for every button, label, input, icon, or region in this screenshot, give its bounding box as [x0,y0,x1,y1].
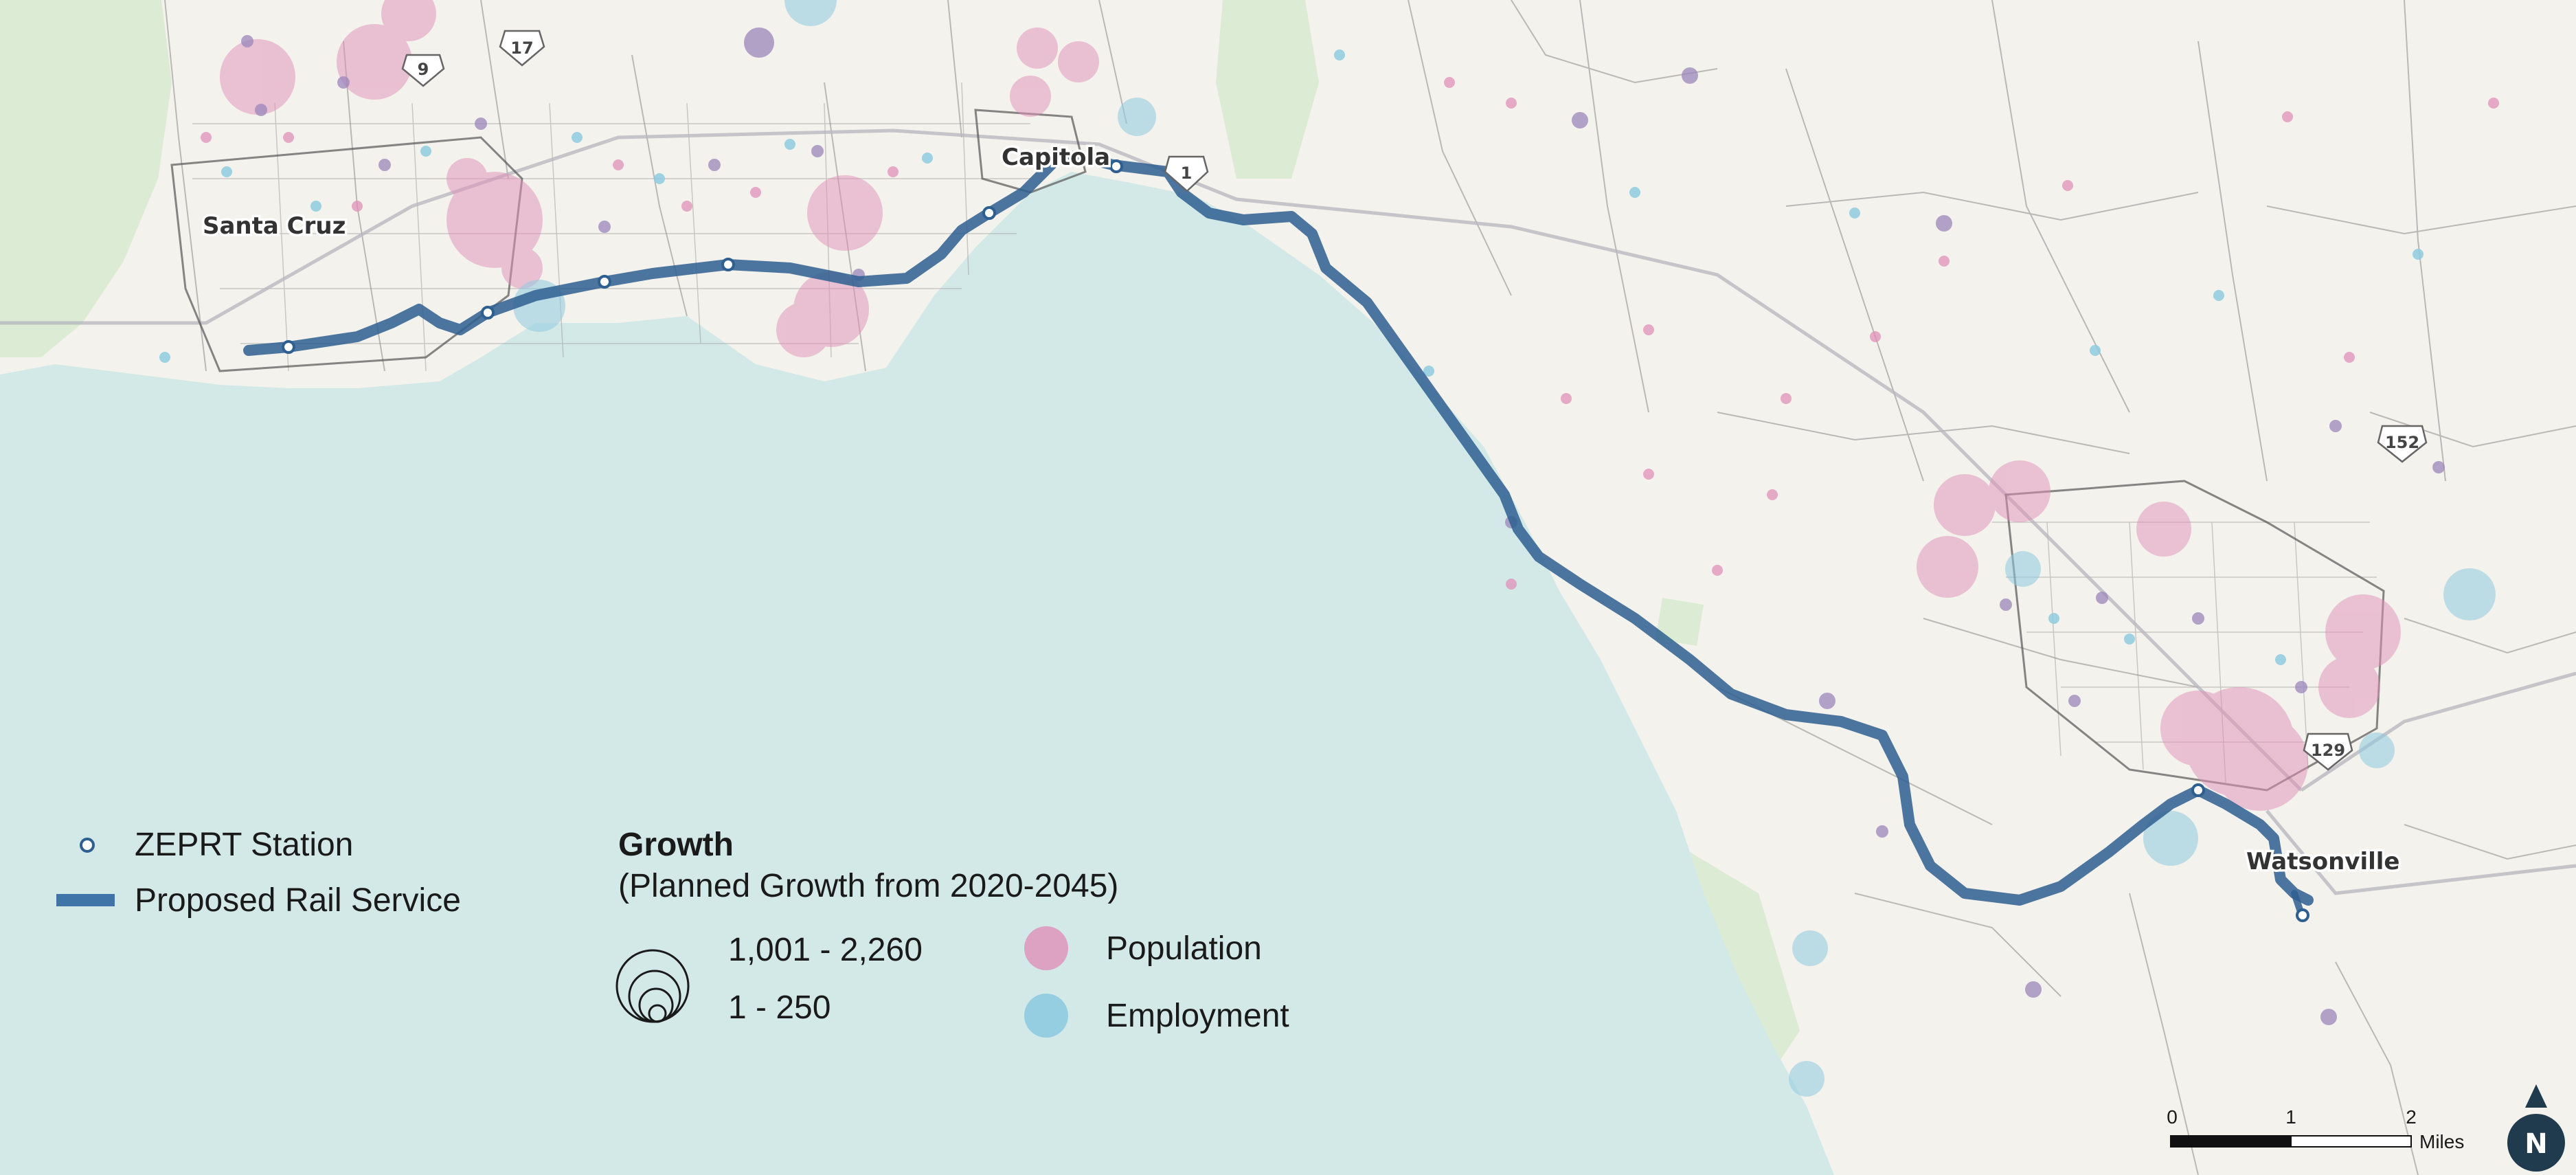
highway-label: 17 [510,38,533,58]
scale-tick-0: 0 [2167,1106,2178,1128]
station [982,206,996,220]
legend-station-symbol [80,838,95,853]
highway-shield-129: 129 [2303,732,2353,771]
scale-bar: 0 1 2 Miles [2167,1106,2464,1152]
station [2296,908,2309,922]
stations [282,159,2309,922]
station [282,340,295,354]
station [1109,159,1123,173]
legend-size-large: 1,001 - 2,260 [728,932,923,968]
north-label: N [2524,1128,2547,1160]
highway-label: 152 [2385,433,2419,452]
mixed-growth-dots [241,27,2445,1025]
station [2191,783,2205,797]
population-dots [220,0,2401,811]
station [598,275,611,289]
proposed-rail-line [243,149,2314,906]
scale-unit: Miles [2419,1131,2464,1152]
label-watsonville: Watsonville [2246,848,2399,875]
highway-shield-17: 17 [499,30,545,67]
employment-dots [513,0,2496,1097]
parks [0,0,1800,1072]
legend-population-swatch [1024,926,1068,970]
legend-growth-title: Growth [618,827,734,863]
population-small-dots [201,77,2499,590]
legend-employment-label: Employment [1106,998,1289,1034]
employment-small-dots [159,49,2424,665]
scale-tick-2: 2 [2406,1106,2417,1128]
roads [0,128,2576,895]
legend-station-label: ZEPRT Station [135,827,353,863]
north-arrow-icon [2525,1084,2547,1108]
highway-shield-9: 9 [401,54,445,87]
legend-rail-label: Proposed Rail Service [135,882,461,919]
station [481,306,495,320]
highway-label: 129 [2311,741,2345,760]
legend-size-small: 1 - 250 [728,989,831,1026]
highway-shield-152: 152 [2377,425,2428,463]
legend-population-label: Population [1106,930,1262,967]
highway-shield-1: 1 [1164,155,1209,192]
highway-label: 1 [1181,164,1193,183]
monterey-bay [0,172,1834,1175]
scale-tick-1: 1 [2285,1106,2296,1128]
legend-employment-swatch [1024,994,1068,1038]
legend: ZEPRT Station Proposed Rail Service Grow… [56,827,1289,1038]
parcel-lines [164,0,2576,1175]
highway-label: 9 [418,60,429,79]
label-santa-cruz: Santa Cruz [203,212,346,240]
north-arrow: N [2507,1084,2565,1172]
legend-growth-subtitle: (Planned Growth from 2020-2045) [618,868,1118,904]
label-capitola: Capitola [1002,144,1110,171]
legend-size-circles [615,949,690,1023]
station [721,258,735,271]
legend-rail-symbol [56,894,115,906]
